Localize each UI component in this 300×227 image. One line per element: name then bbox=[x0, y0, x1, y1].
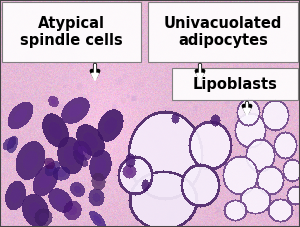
Text: Lipoblasts: Lipoblasts bbox=[193, 76, 278, 91]
FancyBboxPatch shape bbox=[148, 2, 298, 62]
Text: Univacuolated
adipocytes: Univacuolated adipocytes bbox=[164, 16, 282, 48]
Text: Atypical
spindle cells: Atypical spindle cells bbox=[20, 16, 123, 48]
FancyBboxPatch shape bbox=[172, 68, 298, 100]
FancyBboxPatch shape bbox=[2, 2, 141, 62]
